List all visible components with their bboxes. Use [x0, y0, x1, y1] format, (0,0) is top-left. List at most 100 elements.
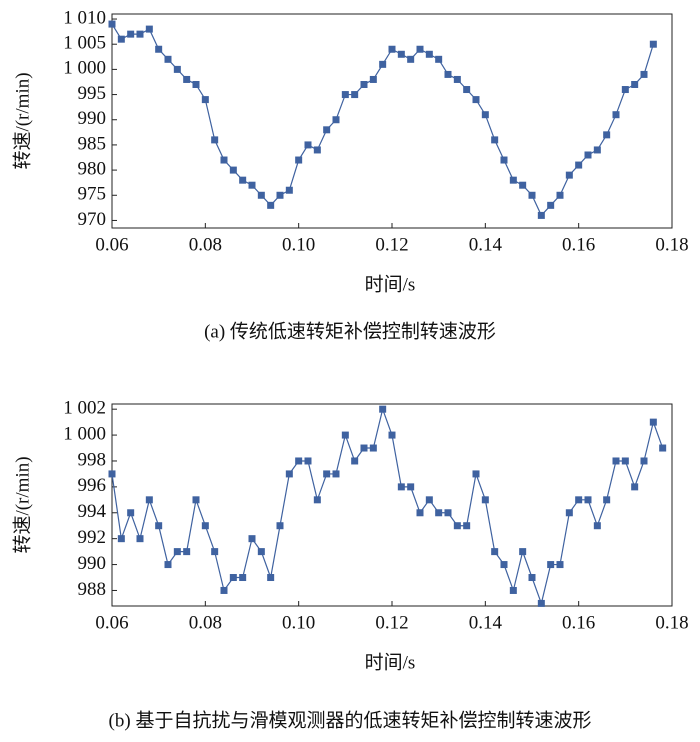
y-tick-label: 1 000 — [63, 58, 106, 79]
data-point — [547, 561, 555, 569]
data-point — [379, 60, 387, 68]
data-point — [435, 509, 443, 517]
x-tick-label: 0.06 — [95, 234, 128, 255]
data-point — [295, 156, 303, 164]
data-point — [388, 431, 396, 439]
y-tick-label: 980 — [78, 158, 107, 179]
data-point — [631, 80, 639, 88]
data-point — [537, 211, 545, 219]
data-point — [472, 470, 480, 478]
x-tick-label: 0.18 — [655, 612, 688, 633]
data-point — [313, 496, 321, 504]
data-point — [397, 483, 405, 491]
data-point — [593, 522, 601, 530]
x-tick-label: 0.08 — [189, 612, 222, 633]
data-point — [547, 201, 555, 209]
data-point — [481, 111, 489, 119]
data-point — [192, 80, 200, 88]
data-point — [257, 191, 265, 199]
data-point — [425, 50, 433, 58]
data-point — [360, 444, 368, 452]
data-point — [295, 457, 303, 465]
data-point — [397, 50, 405, 58]
data-point — [323, 470, 331, 478]
data-point — [164, 561, 172, 569]
data-point — [621, 86, 629, 94]
data-point — [565, 171, 573, 179]
data-point — [519, 181, 527, 189]
data-point — [155, 45, 163, 53]
data-point — [649, 418, 657, 426]
x-tick-label: 0.08 — [189, 234, 222, 255]
data-point — [556, 191, 564, 199]
data-point — [285, 186, 293, 194]
data-point — [248, 181, 256, 189]
y-tick-label: 985 — [78, 133, 107, 154]
data-point — [603, 131, 611, 139]
data-point — [192, 496, 200, 504]
data-point — [183, 548, 191, 556]
data-point — [229, 574, 237, 582]
data-point — [500, 156, 508, 164]
data-point — [509, 176, 517, 184]
data-point — [491, 548, 499, 556]
data-point — [257, 548, 265, 556]
x-tick-label: 0.18 — [655, 234, 688, 255]
data-point — [145, 496, 153, 504]
data-point — [220, 586, 228, 594]
data-point — [229, 166, 237, 174]
x-tick-label: 0.16 — [562, 234, 595, 255]
data-point — [220, 156, 228, 164]
y-tick-label: 975 — [78, 184, 107, 205]
y-tick-label: 990 — [78, 553, 107, 574]
data-point — [603, 496, 611, 504]
data-point — [108, 470, 116, 478]
data-point — [127, 30, 135, 38]
y-tick-label: 995 — [78, 83, 107, 104]
data-point — [463, 86, 471, 94]
x-axis-label: 时间/s — [365, 273, 416, 295]
data-point — [369, 75, 377, 83]
data-point — [239, 176, 247, 184]
data-point — [444, 509, 452, 517]
data-point — [425, 496, 433, 504]
data-point — [267, 201, 275, 209]
series-line — [111, 23, 654, 217]
x-tick-label: 0.16 — [562, 612, 595, 633]
x-tick-label: 0.14 — [469, 234, 503, 255]
data-point — [304, 457, 312, 465]
data-point — [136, 30, 144, 38]
data-point — [481, 496, 489, 504]
y-tick-label: 1 000 — [63, 423, 106, 444]
data-point — [211, 136, 219, 144]
data-point — [276, 191, 284, 199]
data-point — [276, 522, 284, 530]
data-point — [117, 535, 125, 543]
data-point — [155, 522, 163, 530]
data-point — [537, 599, 545, 607]
data-point — [351, 91, 359, 99]
data-point — [444, 70, 452, 78]
data-point — [341, 431, 349, 439]
y-tick-label: 998 — [78, 449, 107, 470]
data-point — [584, 496, 592, 504]
y-tick-label: 992 — [78, 527, 107, 548]
data-point — [351, 457, 359, 465]
data-point — [127, 509, 135, 517]
data-point — [323, 126, 331, 134]
data-point — [565, 509, 573, 517]
data-point — [183, 75, 191, 83]
data-point — [649, 40, 657, 48]
data-point — [304, 141, 312, 149]
data-point — [285, 470, 293, 478]
data-point — [575, 496, 583, 504]
data-point — [267, 574, 275, 582]
data-point — [631, 483, 639, 491]
y-tick-label: 990 — [78, 108, 107, 129]
data-point — [463, 522, 471, 530]
y-tick-label: 1 005 — [63, 33, 106, 54]
data-point — [173, 65, 181, 73]
data-point — [528, 191, 536, 199]
y-tick-label: 970 — [78, 209, 107, 230]
data-point — [332, 116, 340, 124]
